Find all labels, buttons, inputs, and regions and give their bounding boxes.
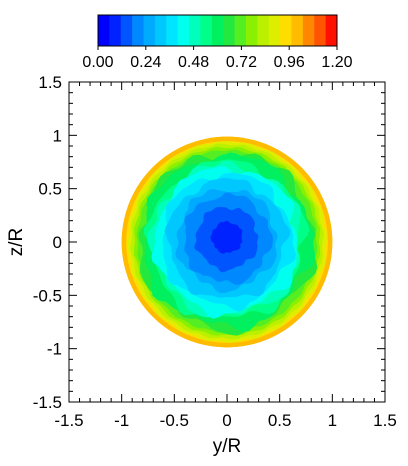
y-tick-label: 0.5 — [38, 180, 62, 199]
colorbar-tick-label: 1.20 — [321, 54, 352, 71]
x-tick-label: 0 — [222, 411, 231, 430]
rim-band — [121, 136, 333, 348]
y-axis-ticks: 1.5 1 0.5 0 -0.5 -1 -1.5 — [33, 73, 385, 412]
colorbar-tick-label: 0.24 — [130, 54, 161, 71]
colorbar-swatch — [120, 15, 133, 46]
colorbar-tick-labels: 0.00 0.24 0.48 0.72 0.96 1.20 — [82, 54, 352, 71]
y-tick-label: -1 — [47, 340, 62, 359]
x-tick-label: -1 — [114, 411, 129, 430]
x-tick-label: -1.5 — [54, 411, 83, 430]
colorbar-swatch — [257, 15, 270, 46]
y-tick-label: 1.5 — [38, 73, 62, 92]
colorbar-tick-label: 0.00 — [82, 54, 113, 71]
x-axis-label: y/R — [213, 436, 242, 457]
colorbar-swatch — [314, 15, 327, 46]
colorbar-swatch — [98, 15, 110, 46]
colorbar-border — [97, 14, 338, 47]
colorbar-swatch — [132, 15, 145, 46]
colorbar-swatch — [302, 15, 315, 46]
y-tick-label: 1 — [53, 126, 62, 145]
x-tick-label: 1.5 — [373, 411, 397, 430]
y-tick-label: -1.5 — [33, 393, 62, 412]
y-tick-label: 0 — [53, 233, 62, 252]
colorbar-swatch — [189, 15, 201, 46]
contour-field — [121, 136, 333, 348]
colorbar-swatch — [143, 15, 156, 46]
colorbar-swatch — [177, 15, 190, 46]
colorbar-swatch — [211, 15, 224, 46]
colorbar-swatch — [223, 15, 236, 46]
x-tick-label: 0.5 — [268, 411, 292, 430]
colorbar-swatch — [268, 15, 281, 46]
colorbar-swatch — [109, 15, 122, 46]
colorbar-tick-label: 0.96 — [274, 54, 305, 71]
colorbar-swatch — [280, 15, 292, 46]
colorbar-swatch — [291, 15, 304, 46]
colorbar — [97, 14, 338, 50]
colorbar-swatch — [154, 15, 167, 46]
colorbar-tick-label: 0.72 — [226, 54, 257, 71]
x-tick-label: 1 — [328, 411, 337, 430]
x-tick-label: -0.5 — [160, 411, 189, 430]
colorbar-swatch — [166, 15, 179, 46]
contour-band — [223, 233, 231, 240]
colorbar-swatch — [325, 15, 338, 46]
colorbar-swatch — [200, 15, 213, 46]
x-axis-ticks: -1.5 -1 -0.5 0 0.5 1 1.5 — [54, 82, 397, 430]
y-axis-label: z/R — [6, 228, 27, 257]
colorbar-swatch — [234, 15, 247, 46]
y-tick-label: -0.5 — [33, 286, 62, 305]
colorbar-swatch — [245, 15, 258, 46]
colorbar-tick-label: 0.48 — [178, 54, 209, 71]
